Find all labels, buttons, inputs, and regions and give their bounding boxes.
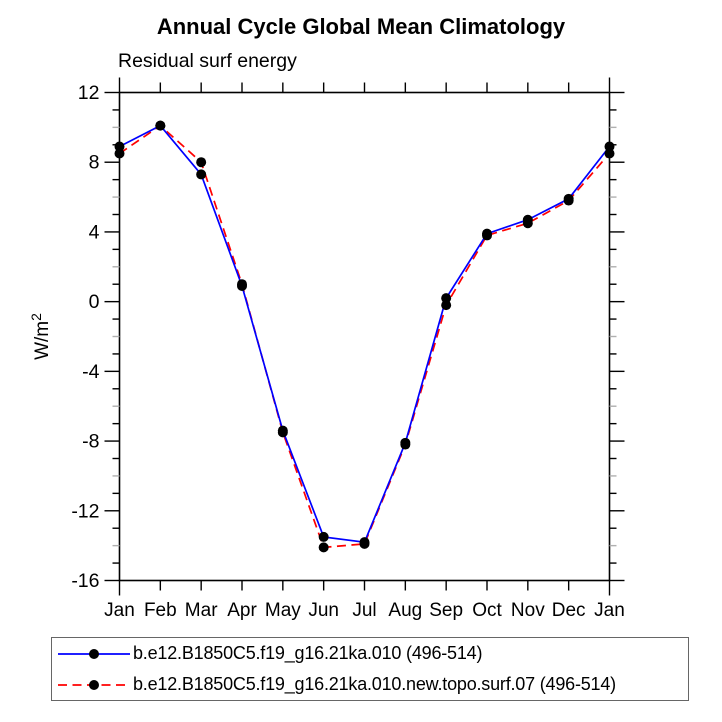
ticks bbox=[104, 77, 625, 596]
data-point bbox=[114, 148, 125, 159]
svg-text:12: 12 bbox=[78, 82, 100, 104]
series-line-1 bbox=[119, 124, 611, 544]
series-lines bbox=[119, 124, 611, 549]
legend-line-sample-dashed bbox=[58, 679, 130, 690]
legend-item-series2: b.e12.B1850C5.f19_g16.21ka.010.new.topo.… bbox=[55, 669, 688, 700]
svg-text:Jan: Jan bbox=[104, 600, 135, 621]
svg-text:Feb: Feb bbox=[144, 600, 177, 621]
data-point bbox=[155, 120, 166, 131]
svg-text:Apr: Apr bbox=[227, 600, 257, 621]
legend: b.e12.B1850C5.f19_g16.21ka.010 (496-514)… bbox=[51, 637, 689, 701]
svg-text:Mar: Mar bbox=[185, 600, 218, 621]
data-point bbox=[277, 425, 288, 436]
data-point bbox=[318, 531, 329, 542]
data-point bbox=[441, 300, 452, 311]
svg-text:-16: -16 bbox=[71, 570, 99, 592]
data-point bbox=[359, 537, 370, 548]
data-point bbox=[114, 141, 125, 152]
svg-text:4: 4 bbox=[89, 221, 100, 243]
svg-text:Jun: Jun bbox=[308, 600, 339, 621]
data-point bbox=[318, 542, 329, 553]
legend-label-series1: b.e12.B1850C5.f19_g16.21ka.010 (496-514) bbox=[133, 643, 483, 663]
chart-title: Annual Cycle Global Mean Climatology bbox=[156, 14, 566, 39]
data-point bbox=[400, 437, 411, 448]
svg-text:Dec: Dec bbox=[552, 600, 586, 621]
data-point bbox=[563, 193, 574, 204]
chart-subtitle: Residual surf energy bbox=[118, 50, 297, 72]
y-axis-title: W/m2 bbox=[28, 313, 53, 360]
legend-item-series1: b.e12.B1850C5.f19_g16.21ka.010 (496-514) bbox=[55, 638, 688, 669]
svg-text:-4: -4 bbox=[82, 361, 99, 383]
data-point bbox=[604, 148, 615, 159]
svg-text:Aug: Aug bbox=[388, 600, 422, 621]
series-markers bbox=[114, 120, 615, 553]
series-line-2 bbox=[119, 124, 611, 549]
data-point bbox=[522, 214, 533, 225]
legend-line-sample-solid bbox=[58, 648, 130, 659]
svg-text:Jul: Jul bbox=[352, 600, 376, 621]
data-point bbox=[196, 157, 207, 168]
svg-text:Sep: Sep bbox=[429, 600, 463, 621]
svg-text:Oct: Oct bbox=[472, 600, 502, 621]
data-point bbox=[441, 293, 452, 304]
data-point bbox=[237, 280, 247, 291]
data-point bbox=[482, 228, 492, 239]
svg-text:Nov: Nov bbox=[511, 600, 545, 621]
svg-text:May: May bbox=[265, 600, 301, 621]
svg-text:-12: -12 bbox=[71, 500, 99, 522]
axis-labels: Jan Feb Mar Apr May Jun Jul Aug Sep Oct Nov Dec Jan-… bbox=[28, 82, 625, 621]
data-point bbox=[604, 141, 615, 152]
svg-text:8: 8 bbox=[89, 152, 100, 174]
svg-text:0: 0 bbox=[89, 291, 100, 313]
svg-text:Jan: Jan bbox=[594, 600, 625, 621]
legend-label-series2: b.e12.B1850C5.f19_g16.21ka.010.new.topo.… bbox=[133, 674, 616, 694]
data-point bbox=[196, 169, 207, 180]
svg-text:-8: -8 bbox=[82, 431, 99, 453]
